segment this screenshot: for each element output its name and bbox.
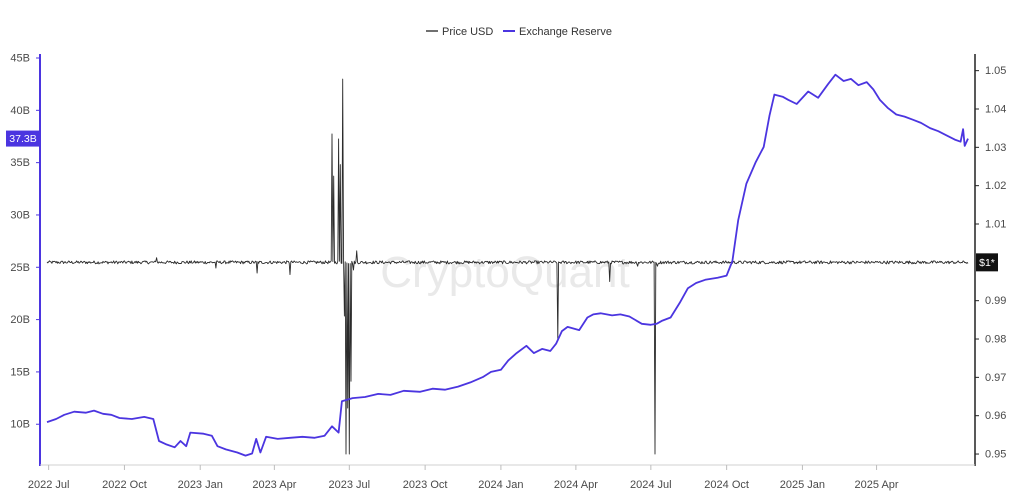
- x-tick-label: 2025 Apr: [855, 479, 899, 491]
- y-right-tick-label: 1.02: [985, 180, 1006, 192]
- y-right-tick-label: 1.04: [985, 103, 1006, 115]
- y-right-tick-label: 0.98: [985, 334, 1006, 346]
- y-left-tick-label: 15B: [10, 366, 30, 378]
- x-tick-label: 2024 Apr: [554, 479, 598, 491]
- y-left-tick-label: 10B: [10, 419, 30, 431]
- axes: 10B 15B 20B 25B 30B 35B 40B 45B 0.95 0.96 0.97 0.98…: [6, 53, 1006, 491]
- y-right-tick-label: 1.05: [985, 65, 1006, 77]
- y-left-tick-label: 25B: [10, 262, 30, 274]
- x-tick-label: 2024 Jan: [478, 479, 523, 491]
- y-right-tick-label: 1.03: [985, 142, 1006, 154]
- x-tick-label: 2025 Jan: [780, 479, 825, 491]
- legend: Price USD Exchange Reserve: [426, 26, 612, 38]
- y-right-tick-label: 0.96: [985, 410, 1006, 422]
- x-tick-label: 2023 Jul: [329, 479, 371, 491]
- y-right-tick-label: 1.01: [985, 219, 1006, 231]
- x-tick-label: 2024 Oct: [704, 479, 749, 491]
- plot-area: [46, 73, 969, 457]
- series-reserve-line: [46, 73, 969, 457]
- x-tick-label: 2022 Jul: [28, 479, 70, 491]
- y-right-tick-label: 0.97: [985, 372, 1006, 384]
- y-right-tick-label: 0.95: [985, 449, 1006, 461]
- current-price-tag-label: $1*: [979, 257, 995, 269]
- legend-label-price: Price USD: [442, 26, 493, 38]
- x-tick-label: 2024 Jul: [630, 479, 672, 491]
- x-tick-label: 2022 Oct: [102, 479, 147, 491]
- series-price-line: [46, 78, 969, 455]
- x-tick-label: 2023 Apr: [252, 479, 296, 491]
- x-tick-label: 2023 Jan: [178, 479, 223, 491]
- y-left-tick-label: 30B: [10, 209, 30, 221]
- y-left-tick-label: 40B: [10, 105, 30, 117]
- x-tick-label: 2023 Oct: [403, 479, 448, 491]
- current-reserve-tag: [6, 130, 40, 147]
- y-left-tick-label: 20B: [10, 314, 30, 326]
- legend-label-reserve: Exchange Reserve: [519, 26, 612, 38]
- y-left-tick-label: 45B: [10, 53, 30, 65]
- y-left-tick-label: 35B: [10, 157, 30, 169]
- legend-item-reserve[interactable]: Exchange Reserve: [503, 26, 612, 38]
- current-price-tag: [976, 253, 998, 272]
- y-right-tick-label: 0.99: [985, 295, 1006, 307]
- legend-item-price[interactable]: Price USD: [426, 26, 493, 38]
- watermark: CryptoQuant: [380, 248, 629, 297]
- current-reserve-tag-label: 37.3B: [9, 133, 36, 145]
